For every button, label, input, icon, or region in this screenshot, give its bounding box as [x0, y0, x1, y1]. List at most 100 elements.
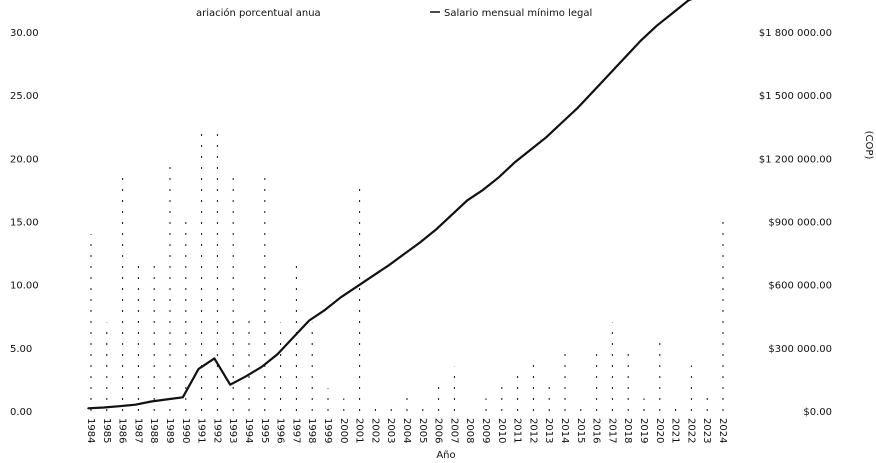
x-tick-label: 1985 [101, 418, 112, 443]
x-tick-label: 1990 [180, 418, 191, 443]
salario-point [308, 319, 311, 322]
salario-point [592, 90, 595, 92]
salario-point [340, 296, 342, 299]
x-tick-label: 2012 [527, 418, 538, 443]
y-left-tick-label: 25.00 [10, 91, 39, 102]
x-tick-label: 1988 [148, 418, 159, 443]
x-tick-label: 1987 [132, 418, 143, 443]
salario-point [134, 403, 137, 406]
salario-point [245, 375, 247, 378]
x-tick-label: 2007 [448, 418, 459, 443]
salario-point [150, 400, 152, 403]
salario-points [87, 0, 690, 410]
x-tick-label: 2021 [670, 418, 681, 443]
salario-point [118, 405, 121, 407]
x-tick-label: 1984 [85, 418, 96, 443]
x-tick-label: 2018 [622, 418, 633, 443]
x-tick-label: 2000 [338, 418, 349, 443]
x-tick-label: 1995 [259, 418, 270, 443]
y-right-tick-label: $1 200 000.00 [759, 154, 832, 165]
salario-point [513, 161, 516, 164]
y-right-tick-label: $1 500 000.00 [759, 91, 832, 102]
x-axis: 1984 1985 1986 1987 1988 1989 1990 1991 1992 1993… [85, 418, 728, 443]
x-tick-label: 1986 [117, 418, 128, 443]
y-left-tick-label: 15.00 [10, 218, 39, 229]
salario-point [577, 107, 579, 109]
salario-point [371, 275, 374, 278]
x-tick-label: 1998 [306, 418, 317, 443]
x-tick-label: 2006 [433, 418, 444, 443]
y-right-tick-label: $300 000.00 [768, 344, 832, 355]
right-axis: $0.00 $300 000.00 $600 000.00 $900 000.00 $1… [759, 28, 832, 418]
x-tick-label: 2017 [606, 418, 617, 443]
salario-line [87, 0, 693, 410]
salario-point [261, 365, 263, 368]
x-tick-label: 2001 [354, 418, 365, 443]
salario-point [276, 353, 279, 355]
x-axis-title: Año [436, 450, 455, 461]
salario-point [197, 368, 200, 370]
salario-point [292, 336, 295, 339]
salario-point [355, 285, 358, 288]
salario-point [419, 241, 421, 244]
salario-point [529, 149, 532, 151]
y-axis-right-title: (COP) [863, 131, 874, 160]
x-tick-label: 1997 [290, 418, 301, 443]
salario-point [545, 136, 547, 139]
x-tick-label: 1996 [275, 418, 286, 443]
x-tick-label: 2024 [717, 418, 728, 443]
salario-point [466, 199, 469, 202]
salario-point [498, 176, 500, 179]
variacion-series [90, 133, 724, 411]
x-tick-label: 2020 [654, 418, 665, 443]
salario-point [103, 406, 105, 409]
x-tick-label: 2016 [591, 418, 602, 443]
x-tick-label: 2023 [701, 418, 712, 443]
x-tick-label: 1994 [243, 418, 254, 443]
x-tick-label: 2002 [369, 418, 380, 443]
y-left-tick-label: 20.00 [10, 154, 39, 165]
left-axis: 0.00 5.00 10.00 15.00 20.00 25.00 30.00 [10, 28, 39, 418]
y-right-tick-label: $600 000.00 [768, 281, 832, 292]
legend-label-variacion: ariación porcentual anua [196, 7, 321, 19]
x-tick-label: 2009 [480, 418, 491, 443]
x-tick-label: 1999 [322, 418, 333, 443]
x-tick-label: 2015 [575, 418, 586, 443]
salario-point [482, 189, 484, 191]
y-right-tick-label: $0.00 [803, 407, 832, 418]
salario-point [229, 383, 231, 386]
salario-point [561, 121, 563, 124]
x-tick-label: 2014 [559, 418, 570, 443]
legend-label-salario: Salario mensual mínimo legal [444, 7, 592, 19]
y-left-tick-label: 5.00 [10, 344, 32, 355]
x-tick-label: 2019 [638, 418, 649, 443]
x-tick-label: 2013 [543, 418, 554, 443]
salario-point [403, 253, 405, 255]
y-right-tick-label: $900 000.00 [768, 218, 832, 229]
salario-point [182, 396, 184, 399]
salario-point [671, 12, 674, 14]
salario-point [450, 214, 453, 216]
salario-point [87, 407, 89, 410]
x-tick-label: 2004 [401, 418, 412, 443]
salario-point [624, 56, 626, 59]
salario-point [324, 309, 326, 311]
x-tick-label: 2003 [385, 418, 396, 443]
x-tick-label: 1992 [211, 418, 222, 443]
salario-point [166, 398, 168, 401]
x-tick-label: 2011 [512, 418, 523, 443]
salario-point [608, 73, 611, 75]
x-tick-label: 2005 [417, 418, 428, 443]
x-tick-label: 1993 [227, 418, 238, 443]
y-left-tick-label: 30.00 [10, 28, 39, 39]
x-tick-label: 2010 [496, 418, 507, 443]
salario-point [434, 229, 437, 231]
y-left-tick-label: 0.00 [10, 407, 32, 418]
y-right-tick-label: $1 800 000.00 [759, 28, 832, 39]
salario-point [640, 39, 642, 42]
salario-point [656, 24, 658, 27]
salario-point [213, 357, 216, 360]
x-tick-label: 2022 [685, 418, 696, 443]
x-tick-label: 2008 [464, 418, 475, 443]
